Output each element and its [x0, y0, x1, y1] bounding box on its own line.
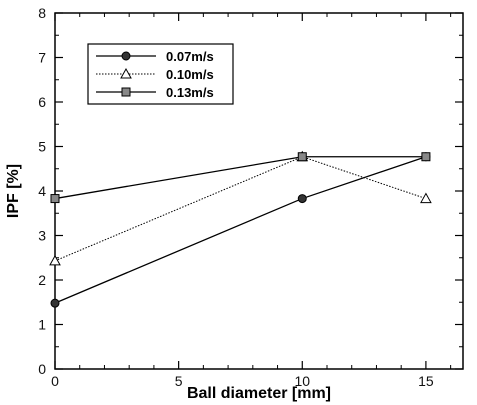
data-point-square [421, 152, 431, 162]
y-tick-label: 0 [38, 361, 46, 377]
x-tick-label: 10 [294, 373, 310, 389]
legend-marker-circle [121, 51, 131, 61]
legend-label: 0.13m/s [166, 85, 214, 100]
legend-marker-triangle [120, 67, 132, 79]
data-point-triangle [420, 192, 432, 204]
series-0.10m/s [49, 150, 432, 266]
series-line [54, 156, 426, 200]
x-axis-title: Ball diameter [mm] [187, 385, 331, 402]
series-line [54, 156, 427, 262]
y-tick-label: 4 [38, 183, 46, 199]
y-tick-label: 2 [38, 272, 46, 288]
data-point-circle [297, 194, 307, 204]
legend-marker-square [121, 87, 131, 97]
x-tick-label: 5 [175, 373, 183, 389]
x-tick-label: 0 [51, 373, 59, 389]
y-tick-label: 8 [38, 5, 46, 21]
series-line [54, 156, 427, 304]
y-tick-label: 7 [38, 50, 46, 66]
legend-label: 0.07m/s [166, 49, 214, 64]
y-tick-label: 3 [38, 228, 46, 244]
legend: 0.07m/s 0.10m/s 0.13m/s [87, 43, 234, 105]
series-layer [49, 150, 432, 308]
y-tick-label: 1 [38, 317, 46, 333]
x-tick-label: 15 [418, 373, 434, 389]
data-point-square [50, 194, 60, 204]
data-point-triangle [49, 254, 61, 266]
y-tick-label: 6 [38, 94, 46, 110]
y-tick-label: 5 [38, 139, 46, 155]
data-point-circle [50, 298, 60, 308]
axis-ticks: 0 1 2 3 4 5 6 7 8 0 5 10 15 [38, 5, 463, 389]
series-0.07m/s [50, 152, 431, 308]
legend-label: 0.10m/s [166, 67, 214, 82]
series-0.13m/s [50, 152, 431, 204]
y-axis-title: IPF [%] [5, 164, 22, 218]
data-point-square [297, 152, 307, 162]
